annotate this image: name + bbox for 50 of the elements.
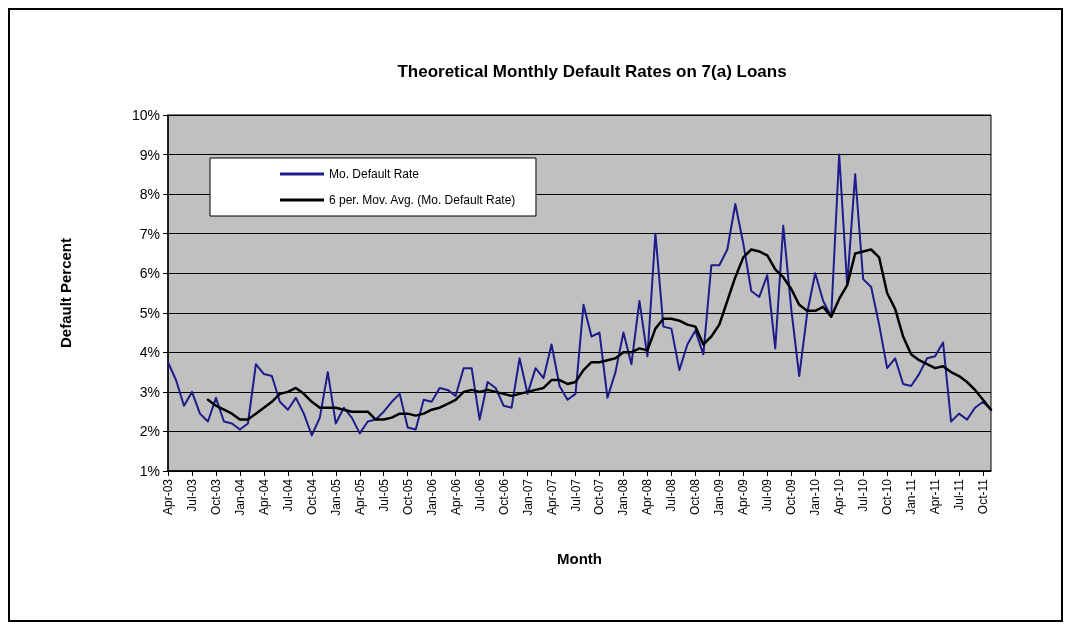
x-tick-label: Oct-03 [208,478,223,516]
x-tick-label: Oct-09 [784,478,799,516]
y-tick-label: 10% [131,107,160,123]
x-tick-label: Oct-11 [976,478,991,515]
x-tick-label: Apr-05 [352,478,367,516]
x-tick-label: Apr-06 [448,478,463,516]
x-tick-label: Jul-05 [376,478,391,512]
y-tick-label: 7% [139,225,160,242]
x-tick-label: Jan-06 [424,478,439,516]
x-tick-label: Oct-05 [400,478,415,516]
x-tick-label: Jan-08 [616,478,631,516]
x-tick-label: Apr-04 [256,478,271,516]
legend-label: 6 per. Mov. Avg. (Mo. Default Rate) [329,193,516,207]
x-tick-label: Jul-07 [568,478,583,512]
x-tick-label: Jan-11 [904,478,919,515]
chart-title: Theoretical Monthly Default Rates on 7(a) Loans [397,62,787,81]
y-axis-title: Default Percent [57,237,74,349]
x-tick-label: Oct-10 [880,478,895,516]
y-tick-label: 6% [139,265,160,282]
x-tick-label: Jul-06 [472,478,487,512]
y-tick-label: 3% [139,383,160,400]
y-tick-label: 4% [139,344,160,361]
x-tick-label: Jul-09 [760,478,775,512]
y-tick-label: 9% [139,146,160,163]
x-tick-label: Jan-04 [232,478,247,516]
x-tick-label: Jan-07 [520,478,535,516]
x-tick-label: Apr-07 [544,478,559,516]
x-tick-label: Apr-09 [736,478,751,516]
x-axis-title: Month [557,550,602,567]
x-tick-label: Jul-10 [856,478,871,512]
y-tick-label: 8% [139,186,160,203]
y-tick-label: 5% [139,304,160,321]
x-tick-label: Apr-08 [640,478,655,516]
y-tick-label: 2% [139,423,160,440]
x-tick-label: Apr-10 [832,478,847,516]
x-tick-label: Oct-04 [304,478,319,516]
x-tick-label: Apr-11 [928,478,943,515]
x-tick-label: Jul-04 [280,478,295,512]
x-tick-label: Jan-10 [808,478,823,516]
x-tick-label: Jul-11 [952,478,967,511]
x-tick-label: Jul-03 [184,478,199,512]
x-tick-label: Jan-05 [328,478,343,516]
x-tick-label: Jul-08 [664,478,679,512]
legend-label: Mo. Default Rate [329,167,420,181]
x-tick-label: Apr-03 [161,478,175,516]
x-tick-label: Oct-08 [688,478,703,516]
y-tick-label: 1% [139,463,160,479]
x-tick-label: Jan-09 [712,478,727,516]
x-tick-label: Oct-06 [496,478,511,516]
x-tick-label: Oct-07 [592,478,607,516]
